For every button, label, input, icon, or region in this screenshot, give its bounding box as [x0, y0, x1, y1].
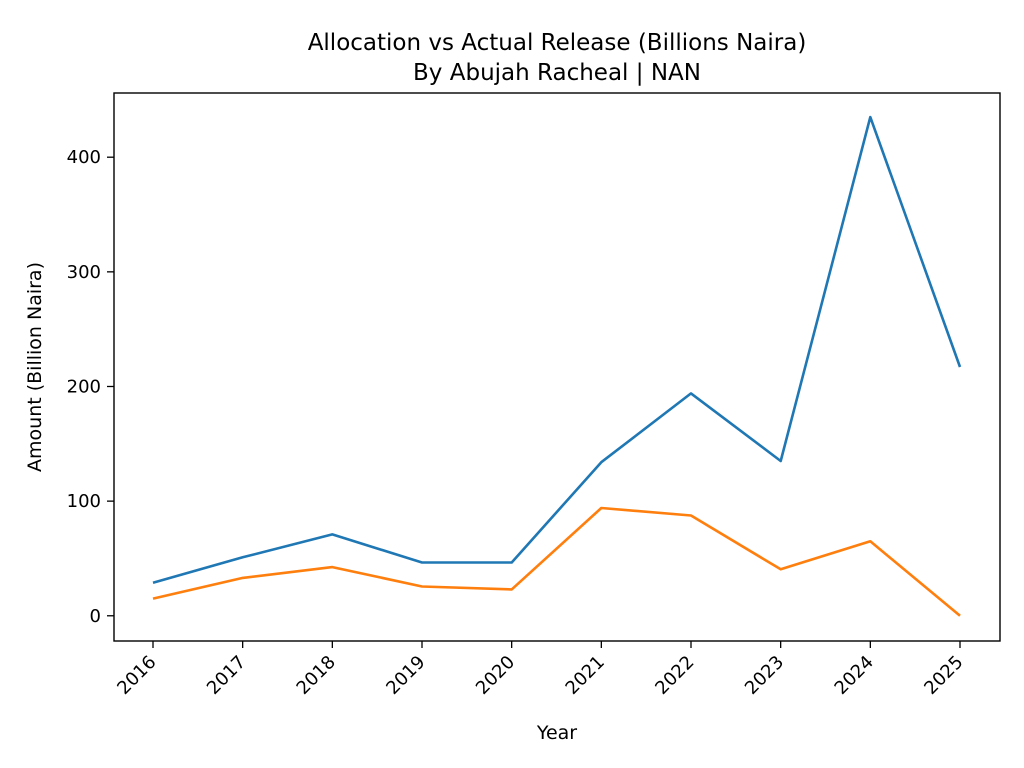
x-tick-label: 2020 [472, 652, 519, 699]
x-tick-label: 2022 [651, 652, 698, 699]
x-tick-label: 2024 [831, 652, 878, 699]
series-line-2 [152, 506, 961, 617]
x-tick-label: 2017 [203, 652, 250, 699]
x-tick-label: 2019 [382, 652, 429, 699]
y-axis-label: Amount (Billion Naira) [24, 262, 46, 472]
y-tick-label: 100 [67, 491, 101, 512]
x-tick-label: 2016 [113, 652, 160, 699]
x-tick-label: 2025 [920, 652, 967, 699]
x-axis-label: Year [536, 722, 577, 744]
y-tick-label: 0 [90, 606, 101, 627]
series-line-1 [152, 115, 962, 585]
y-tick-label: 200 [67, 376, 101, 397]
y-tick-label: 300 [67, 262, 101, 283]
y-tick-label: 400 [67, 147, 101, 168]
x-tick-label: 2018 [293, 652, 340, 699]
chart-title: Allocation vs Actual Release (Billions N… [308, 30, 807, 56]
plot-area: 0 100 200 300 400 2016 2017 2018 2019 2020 2021 202… [67, 92, 1001, 699]
chart-subtitle: By Abujah Racheal | NAN [413, 60, 701, 86]
x-tick-label: 2021 [562, 652, 609, 699]
x-tick-label: 2023 [741, 652, 788, 699]
plot-frame [113, 92, 1001, 642]
